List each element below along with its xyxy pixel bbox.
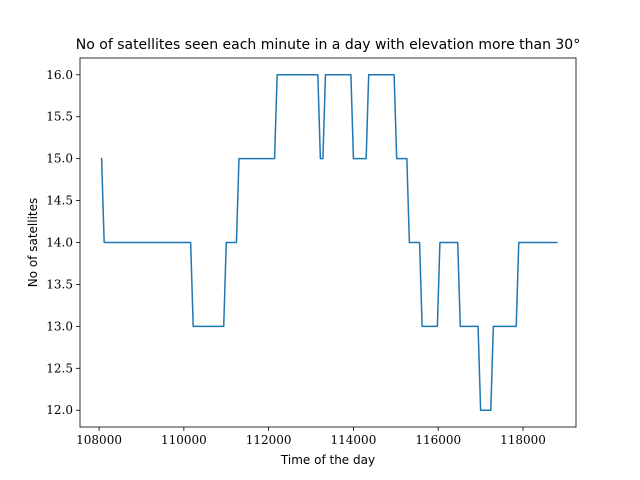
axes-frame xyxy=(79,57,577,428)
y-tick-label: 12.5 xyxy=(46,361,73,375)
axis-ticks: 108000 110000 112000 114000 116000 118000 12.0… xyxy=(46,68,546,447)
y-axis-label: No of satellites xyxy=(26,198,40,288)
plot-area xyxy=(100,74,558,411)
x-tick-label: 116000 xyxy=(415,433,461,447)
y-tick-label: 16.0 xyxy=(46,68,73,82)
y-tick-label: 15.5 xyxy=(46,110,73,124)
x-tick-label: 118000 xyxy=(500,433,546,447)
y-tick-label: 13.5 xyxy=(46,277,73,291)
y-tick-label: 13.0 xyxy=(46,319,73,333)
x-tick-label: 108000 xyxy=(76,433,122,447)
chart-title: No of satellites seen each minute in a d… xyxy=(76,37,580,53)
x-tick-label: 112000 xyxy=(246,433,292,447)
x-tick-label: 110000 xyxy=(161,433,207,447)
y-tick-label: 15.0 xyxy=(46,152,73,166)
y-tick-label: 14.5 xyxy=(46,194,73,208)
y-tick-label: 12.0 xyxy=(46,403,73,417)
y-tick-label: 14.0 xyxy=(46,236,73,250)
x-axis-label: Time of the day xyxy=(280,453,375,467)
series-line xyxy=(100,74,558,411)
x-tick-label: 114000 xyxy=(331,433,377,447)
